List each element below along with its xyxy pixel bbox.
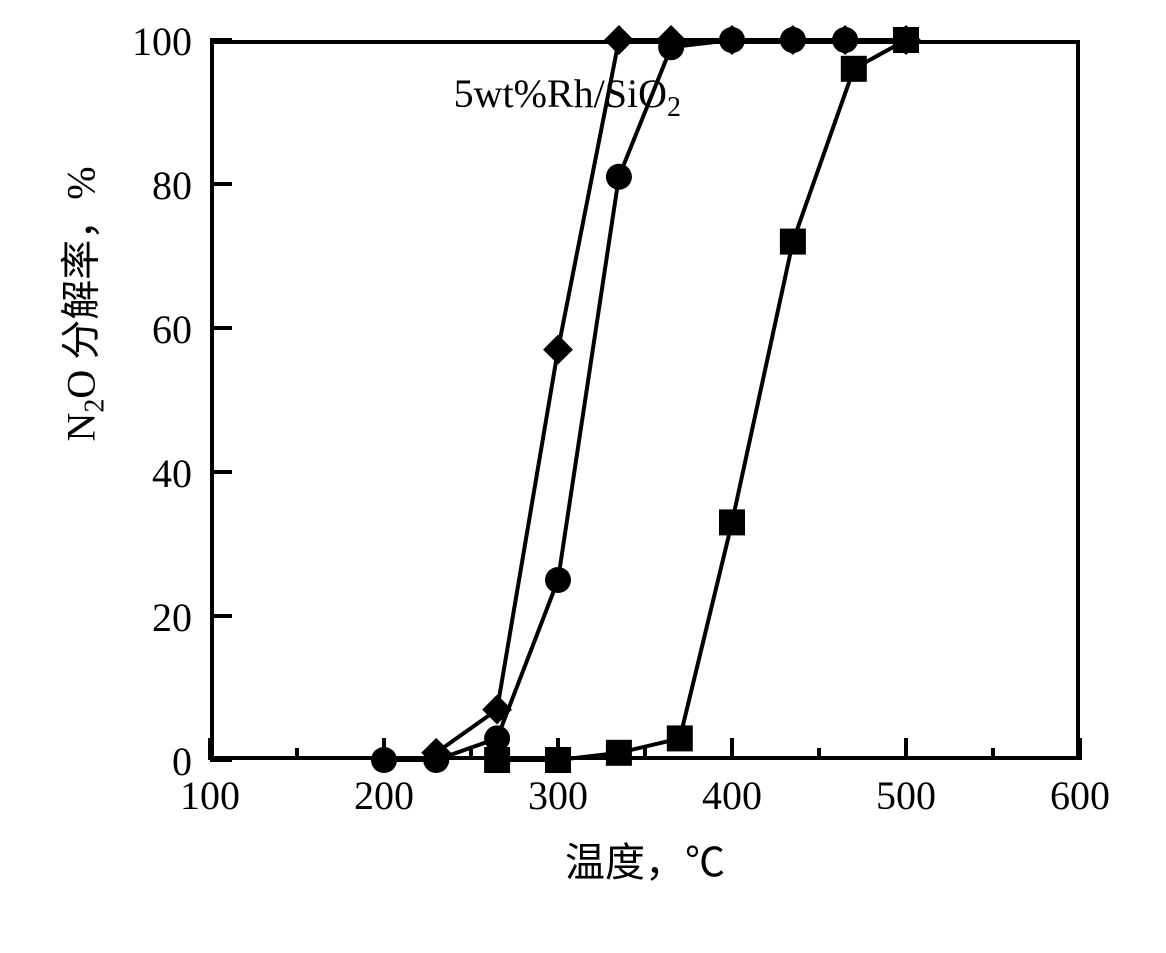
marker-diamond [604,25,634,55]
tick [210,758,232,762]
tick-label: 300 [528,772,588,819]
tick [991,748,995,760]
marker-circle [423,747,449,773]
tick [643,748,647,760]
tick [469,748,473,760]
tick-label: 60 [152,306,192,353]
tick [210,182,232,186]
marker-circle [832,27,858,53]
tick-label: 100 [132,18,192,65]
tick-label: 400 [702,772,762,819]
marker-square [719,509,745,535]
series-line-diamond [436,40,906,753]
y-axis-label: N2O 分解率，% [49,382,112,442]
marker-circle [658,34,684,60]
marker-square [893,27,919,53]
tick [208,738,212,760]
marker-square [606,740,632,766]
tick [904,738,908,760]
marker-circle [780,27,806,53]
marker-circle [719,27,745,53]
marker-square [484,747,510,773]
tick [210,38,232,42]
chart-svg [50,30,1130,810]
tick [210,470,232,474]
tick [210,614,232,618]
marker-square [780,229,806,255]
marker-circle [545,567,571,593]
tick-label: 600 [1050,772,1110,819]
tick-label: 80 [152,162,192,209]
marker-square [841,56,867,82]
tick-label: 500 [876,772,936,819]
tick-label: 40 [152,450,192,497]
tick [556,738,560,760]
tick [382,738,386,760]
chart-container: 5wt%Rh/SiO2 N2O 分解率，% 温度，℃ 1002003004005… [50,30,1116,923]
tick-label: 20 [152,594,192,641]
tick [295,748,299,760]
marker-square [667,725,693,751]
marker-circle [606,164,632,190]
tick-label: 200 [354,772,414,819]
x-axis-label: 温度，℃ [565,830,725,888]
tick-label: 0 [172,738,192,785]
tick [817,748,821,760]
marker-diamond [543,335,573,365]
tick [730,738,734,760]
tick [210,326,232,330]
series-line-square [497,40,906,760]
tick [1078,738,1082,760]
